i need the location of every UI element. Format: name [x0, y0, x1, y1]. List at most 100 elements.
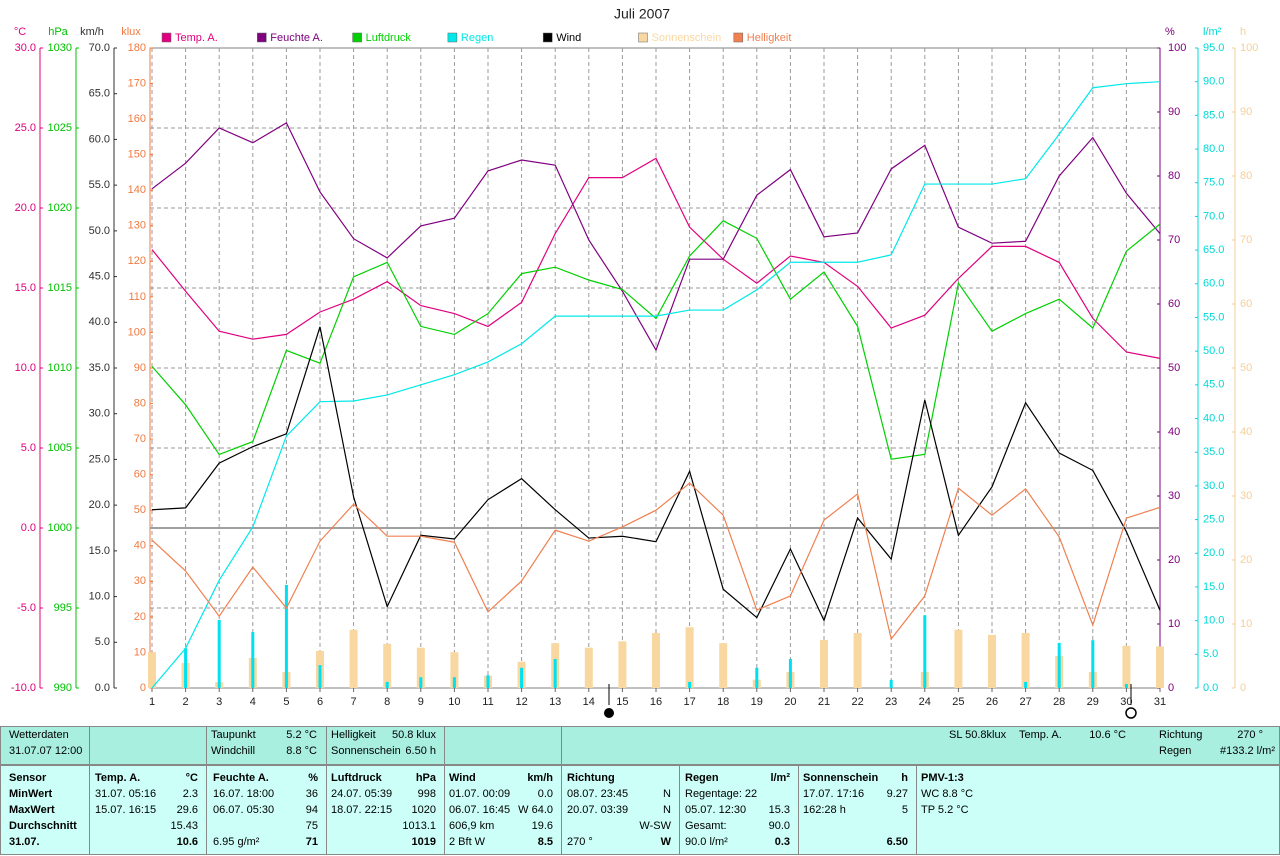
cell-value: 90.0 [768, 820, 790, 832]
y-tick-label: 30.0 [15, 42, 36, 54]
y-tick-label: 70 [1240, 234, 1252, 246]
cell: 90.0 l/m² [685, 836, 728, 848]
y-tick-label: 55.0 [1203, 311, 1224, 323]
y-tick-label: 10 [1168, 618, 1180, 630]
cell-value: 75 [305, 820, 318, 832]
x-tick-label: 7 [351, 696, 357, 708]
divider [561, 766, 562, 854]
y-tick-label: 15.0 [15, 282, 36, 294]
y-tick-label: 80 [1240, 170, 1252, 182]
y-tick-label: 25.0 [1203, 513, 1224, 525]
x-tick-label: 9 [418, 696, 424, 708]
cell: 20.07. 03:39 [567, 804, 629, 816]
legend-label: Helligkeit [747, 32, 792, 44]
column-header: Richtung [567, 772, 615, 784]
legend-swatch [161, 32, 172, 43]
chart: Juli 2007 1 2 3 4 5 6 7 8 9 10 11 12 13 14 15 16 17 18 19 2… [11, 6, 1258, 719]
series-line [151, 157, 1161, 359]
bar [652, 632, 660, 688]
bar [618, 641, 627, 688]
y-tick-label: 70 [134, 433, 146, 445]
bar [1156, 646, 1164, 688]
y-tick-label: 90 [134, 362, 146, 374]
x-tick-label: 4 [250, 696, 256, 708]
cell-value: 36 [305, 788, 318, 800]
x-tick-label: 28 [1053, 696, 1065, 708]
column-unit: l/m² [770, 772, 790, 784]
x-tick-label: 29 [1087, 696, 1099, 708]
label: Windchill [211, 745, 256, 757]
full-moon-icon [604, 708, 614, 718]
chart-title: Juli 2007 [614, 6, 670, 22]
x-tick-label: 30 [1120, 696, 1132, 708]
cell: TP 5.2 °C [921, 804, 969, 816]
divider [444, 766, 445, 854]
cell-value: W-SW [639, 820, 671, 832]
y-tick-label: 1020 [48, 202, 72, 214]
y-tick-label: 40.0 [1203, 412, 1224, 424]
bar [450, 652, 459, 688]
y-tick-label: 20.0 [89, 499, 110, 511]
y-tick-label: 20 [1240, 554, 1252, 566]
y-tick-label: 25.0 [15, 122, 36, 134]
x-tick-label: 1 [149, 696, 155, 708]
bar [584, 647, 593, 688]
label: Wetterdaten [9, 729, 69, 741]
y-tick-label: 90 [1240, 106, 1252, 118]
bar [755, 667, 759, 688]
cell-value: 9.27 [886, 788, 908, 800]
y-tick-label: 15.0 [89, 545, 110, 557]
y-tick-label: 60 [1240, 298, 1252, 310]
y-tick-label: 0.0 [1203, 682, 1218, 694]
y-tick-label: 1000 [48, 522, 72, 534]
cell-value: 1019 [411, 836, 436, 848]
y-tick-label: 20 [134, 611, 146, 623]
y-tick-label: 0 [1168, 682, 1174, 694]
cell-value: 19.6 [531, 820, 553, 832]
y-tick-label: 80.0 [1203, 143, 1224, 155]
bar [1124, 683, 1128, 688]
cell: 06.07. 05:30 [213, 804, 275, 816]
y-tick-label: 60 [1168, 298, 1180, 310]
x-tick-label: 18 [717, 696, 729, 708]
axis-unit: % [1165, 26, 1175, 38]
cell-value: 94 [305, 804, 318, 816]
cell-value: N [663, 804, 671, 816]
legend-label: Wind [556, 32, 581, 44]
column-header: Temp. A. [95, 772, 141, 784]
cell-value: W [660, 836, 671, 848]
y-tick-label: 20.0 [15, 202, 36, 214]
axis-unit: klux [121, 26, 141, 38]
divider [89, 766, 90, 854]
bar [148, 652, 156, 688]
bar [1021, 632, 1030, 688]
cell: 31.07. 05:16 [95, 788, 157, 800]
column-header: Sonnenschein [803, 772, 879, 784]
bar [685, 627, 694, 688]
y-tick-label: 5.0 [95, 636, 110, 648]
value: 8.8 °C [286, 745, 317, 757]
cell-value: 1013.1 [402, 820, 436, 832]
y-tick-label: 140 [128, 184, 146, 196]
x-tick-label: 22 [851, 696, 863, 708]
y-tick-label: 130 [128, 220, 146, 232]
cell: 270 ° [567, 836, 593, 848]
y-tick-label: 0.0 [21, 522, 36, 534]
y-tick-label: 50 [134, 504, 146, 516]
x-tick-label: 11 [482, 696, 493, 708]
y-tick-label: 45.0 [89, 270, 110, 282]
bar [688, 681, 692, 688]
stats-table: Sensor MinWert MaxWert Durchschnitt 31.07. Te… [0, 765, 1280, 855]
y-tick-label: 10 [134, 646, 146, 658]
value: 50.8 klux [391, 729, 436, 741]
cell-value: 0.3 [774, 836, 790, 848]
y-tick-label: 30.0 [1203, 480, 1224, 492]
divider [206, 727, 207, 764]
x-tick-label: 13 [549, 696, 561, 708]
series-line [151, 220, 1161, 460]
current-strip: Wetterdaten 31.07.07 12:00 Taupunkt 5.2 … [0, 726, 1280, 765]
cell-value: W 64.0 [518, 804, 553, 816]
x-tick-label: 31 [1154, 696, 1166, 708]
y-tick-label: -10.0 [11, 682, 36, 694]
